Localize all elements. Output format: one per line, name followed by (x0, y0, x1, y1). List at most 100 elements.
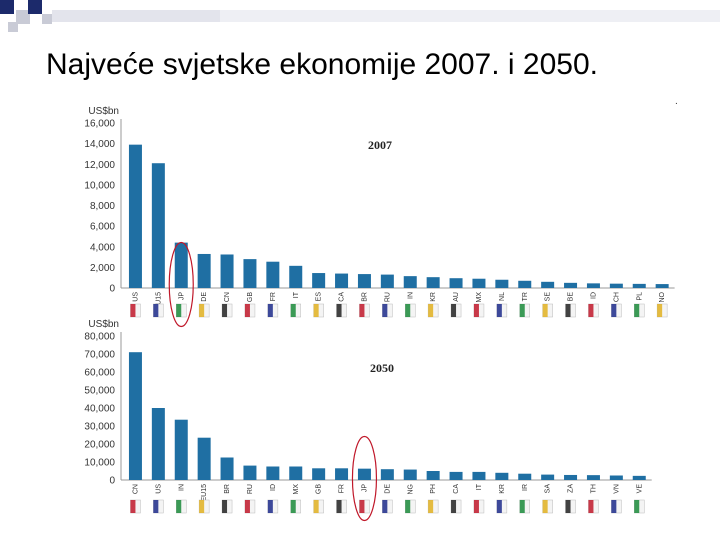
x-tick-label: DE (384, 484, 391, 494)
x-tick-label: SE (545, 292, 552, 302)
chart-title: 2007 (368, 138, 392, 152)
bar-ca (335, 273, 349, 288)
flag-stripe (267, 500, 273, 513)
x-tick-label: PH (430, 484, 437, 494)
bar-tr (518, 280, 532, 288)
y-tick-label: 40,000 (84, 404, 115, 415)
flag-stripe (199, 500, 205, 513)
flag-stripe (405, 500, 411, 513)
bar-jp (174, 242, 188, 288)
bar-kr (495, 472, 509, 480)
flag-stripe (336, 500, 342, 513)
bar-ch (609, 283, 623, 288)
bar-cn (128, 352, 142, 480)
y-tick-label: 10,000 (84, 180, 115, 191)
stray-mark: . (675, 96, 678, 107)
flag-stripe (267, 304, 273, 317)
x-tick-label: EU15 (155, 292, 162, 310)
flag-stripe (313, 500, 319, 513)
x-tick-label: CN (224, 292, 231, 302)
bar-us (151, 408, 165, 480)
flag-stripe (473, 304, 479, 317)
y-tick-label: 80,000 (84, 332, 115, 343)
bar-ir (518, 473, 532, 480)
bar-kr (426, 277, 440, 288)
x-tick-label: IR (522, 484, 529, 491)
bar-it (472, 471, 486, 480)
flag-stripe (222, 500, 228, 513)
x-tick-label: CA (339, 292, 346, 302)
bar-ca (449, 471, 463, 480)
flag-stripe (176, 304, 182, 317)
flag-stripe (542, 500, 548, 513)
flag-stripe (130, 500, 136, 513)
flag-stripe (359, 304, 365, 317)
bar-br (357, 274, 371, 288)
flag-stripe (153, 500, 159, 513)
bar-it (289, 265, 303, 288)
y-tick-label: 50,000 (84, 386, 115, 397)
flag-stripe (496, 500, 502, 513)
x-tick-label: BE (568, 292, 575, 302)
bar-ng (403, 469, 417, 480)
bar-ru (380, 274, 394, 288)
bar-be (564, 282, 578, 288)
bar-de (380, 469, 394, 480)
bar-mx (472, 278, 486, 288)
bar-pl (632, 283, 646, 288)
flag-stripe (611, 500, 617, 513)
x-tick-label: EU15 (201, 484, 208, 502)
x-tick-label: ID (590, 292, 597, 299)
x-tick-label: SA (545, 484, 552, 494)
x-tick-label: AU (453, 292, 460, 302)
x-tick-label: ID (270, 484, 277, 491)
y-tick-label: 8,000 (90, 201, 115, 212)
x-tick-label: JP (178, 292, 185, 301)
flag-stripe (336, 304, 342, 317)
bar-ve (632, 475, 646, 480)
bar-vn (609, 475, 623, 480)
x-tick-label: IN (178, 484, 185, 491)
flag-stripe (428, 500, 434, 513)
y-tick-label: 14,000 (84, 139, 115, 150)
bar-us (128, 144, 142, 288)
y-axis-unit-label: US$bn (88, 106, 119, 117)
flag-stripe (611, 304, 617, 317)
y-tick-label: 30,000 (84, 422, 115, 433)
x-tick-label: PL (636, 292, 643, 301)
bar-gb (243, 259, 257, 288)
bar-ph (426, 471, 440, 480)
flag-stripe (153, 304, 159, 317)
slide-title: Najveće svjetske ekonomije 2007. i 2050. (46, 48, 598, 81)
x-tick-label: US (132, 292, 139, 302)
x-tick-label: NL (499, 292, 506, 301)
bar-eu15 (151, 163, 165, 288)
x-tick-label: RU (384, 292, 391, 302)
bar-id (586, 283, 600, 288)
x-tick-label: US (155, 484, 162, 494)
flag-stripe (199, 304, 205, 317)
flag-stripe (428, 304, 434, 317)
bar-sa (541, 474, 555, 480)
bar-cn (220, 254, 234, 288)
x-tick-label: KR (430, 292, 437, 302)
x-tick-label: IN (407, 292, 414, 299)
chart-title: 2050 (370, 361, 394, 375)
x-tick-label: JP (361, 484, 368, 493)
flag-stripe (382, 500, 388, 513)
flag-stripe (130, 304, 136, 317)
flag-stripe (634, 304, 640, 317)
x-tick-label: FR (339, 484, 346, 493)
y-tick-label: 0 (109, 284, 115, 295)
y-tick-label: 20,000 (84, 440, 115, 451)
x-tick-label: CA (453, 484, 460, 494)
highlight-ellipse (168, 241, 194, 328)
bar-au (449, 278, 463, 288)
flag-stripe (519, 500, 525, 513)
x-tick-label: BR (361, 292, 368, 302)
bar-nl (495, 279, 509, 288)
x-tick-label: GB (247, 292, 254, 302)
y-axis-unit-label: US$bn (88, 319, 119, 330)
highlight-ellipse (351, 435, 378, 522)
